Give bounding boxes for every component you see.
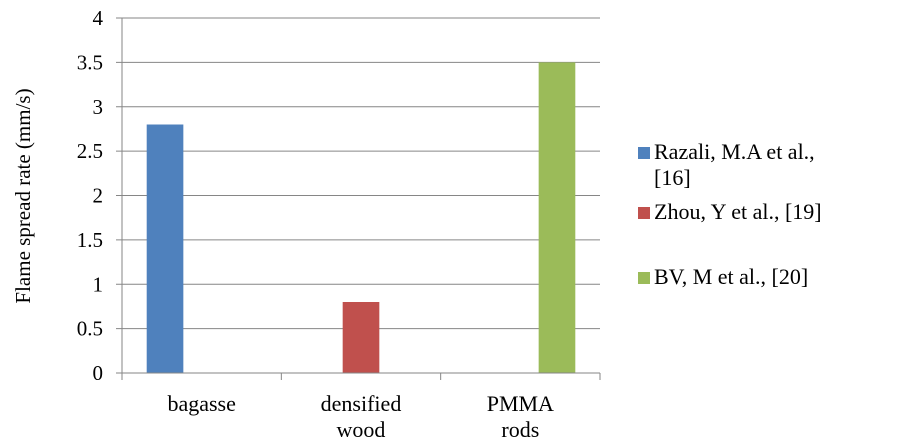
- bar: [146, 124, 184, 373]
- y-tick-label: 3: [93, 95, 104, 119]
- axes: [121, 18, 601, 380]
- legend-swatch: [638, 147, 650, 159]
- legend-swatch: [638, 207, 650, 219]
- bar: [342, 302, 380, 373]
- legend-label: [16]: [654, 165, 691, 190]
- y-tick-label: 0: [93, 361, 104, 385]
- y-tick-label: 0.5: [77, 317, 103, 341]
- bars: [146, 62, 576, 373]
- y-tick-label: 4: [93, 6, 104, 30]
- legend-swatch: [638, 272, 650, 284]
- legend-label: Zhou, Y et al., [19]: [654, 199, 822, 224]
- x-category-label: wood: [337, 417, 386, 442]
- y-tick-label: 1.5: [77, 228, 103, 252]
- y-tick-label: 2.5: [77, 139, 103, 163]
- y-tick-label: 3.5: [77, 50, 103, 74]
- y-tick-label: 1: [93, 272, 104, 296]
- x-category-label: rods: [501, 417, 539, 442]
- y-axis-label: Flame spread rate (mm/s): [11, 88, 35, 303]
- gridlines: [116, 17, 600, 374]
- x-category-label: bagasse: [167, 391, 235, 416]
- y-tick-labels: 0 0.5 1 1.5 2 2.5 3 3.5 4: [77, 6, 104, 385]
- x-category-label: densified: [321, 391, 402, 416]
- legend: Razali, M.A et al.,[16] Zhou, Y et al., […: [638, 139, 822, 289]
- x-category-label: PMMA: [487, 391, 554, 416]
- bar: [538, 62, 576, 373]
- y-tick-label: 2: [93, 184, 104, 208]
- legend-label: Razali, M.A et al.,: [654, 139, 815, 164]
- legend-label: BV, M et al., [20]: [654, 264, 808, 289]
